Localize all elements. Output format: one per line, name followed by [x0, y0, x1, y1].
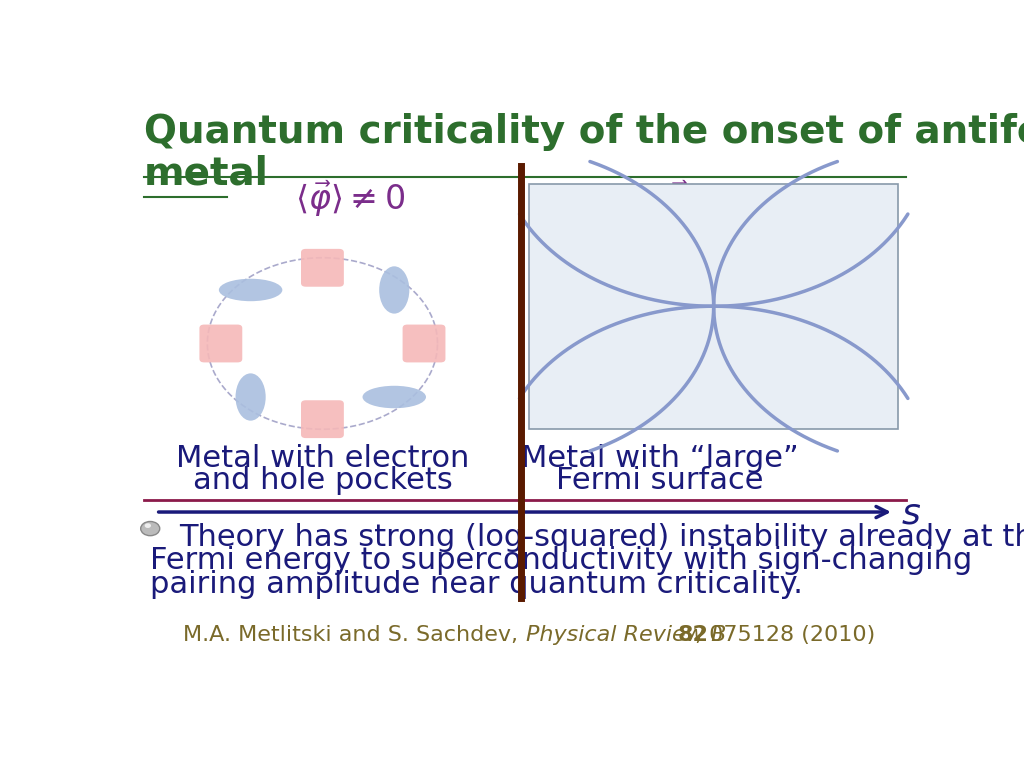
Text: pairing amplitude near quantum criticality.: pairing amplitude near quantum criticali…: [151, 570, 803, 599]
Text: Fermi surface: Fermi surface: [556, 466, 764, 495]
FancyBboxPatch shape: [301, 400, 344, 438]
Text: Metal with electron: Metal with electron: [176, 444, 469, 473]
Text: 82: 82: [678, 625, 709, 645]
Ellipse shape: [379, 266, 410, 313]
FancyBboxPatch shape: [528, 184, 898, 429]
Ellipse shape: [362, 386, 426, 409]
Text: Physical Review B: Physical Review B: [526, 625, 734, 645]
Text: Metal with “large”: Metal with “large”: [521, 444, 799, 473]
Text: , 075128 (2010): , 075128 (2010): [694, 625, 874, 645]
Circle shape: [144, 523, 151, 528]
Text: and hole pockets: and hole pockets: [193, 466, 453, 495]
Text: s: s: [902, 496, 921, 530]
Circle shape: [140, 521, 160, 536]
FancyBboxPatch shape: [301, 249, 344, 286]
Text: $\langle\vec{\varphi}\rangle = 0$: $\langle\vec{\varphi}\rangle = 0$: [652, 178, 762, 219]
Text: Quantum criticality of the onset of antiferromagnetism in a: Quantum criticality of the onset of anti…: [143, 113, 1024, 151]
Text: metal: metal: [143, 154, 268, 192]
FancyBboxPatch shape: [200, 325, 243, 362]
Text: M.A. Metlitski and S. Sachdev,: M.A. Metlitski and S. Sachdev,: [182, 625, 524, 645]
Ellipse shape: [236, 373, 265, 421]
Ellipse shape: [219, 279, 283, 301]
Text: Theory has strong (log-squared) instability already at the: Theory has strong (log-squared) instabil…: [179, 523, 1024, 551]
Text: Fermi energy to superconductivity with sign-changing: Fermi energy to superconductivity with s…: [151, 546, 973, 575]
Text: $\langle\vec{\varphi}\rangle \neq 0$: $\langle\vec{\varphi}\rangle \neq 0$: [295, 178, 406, 219]
FancyBboxPatch shape: [402, 325, 445, 362]
